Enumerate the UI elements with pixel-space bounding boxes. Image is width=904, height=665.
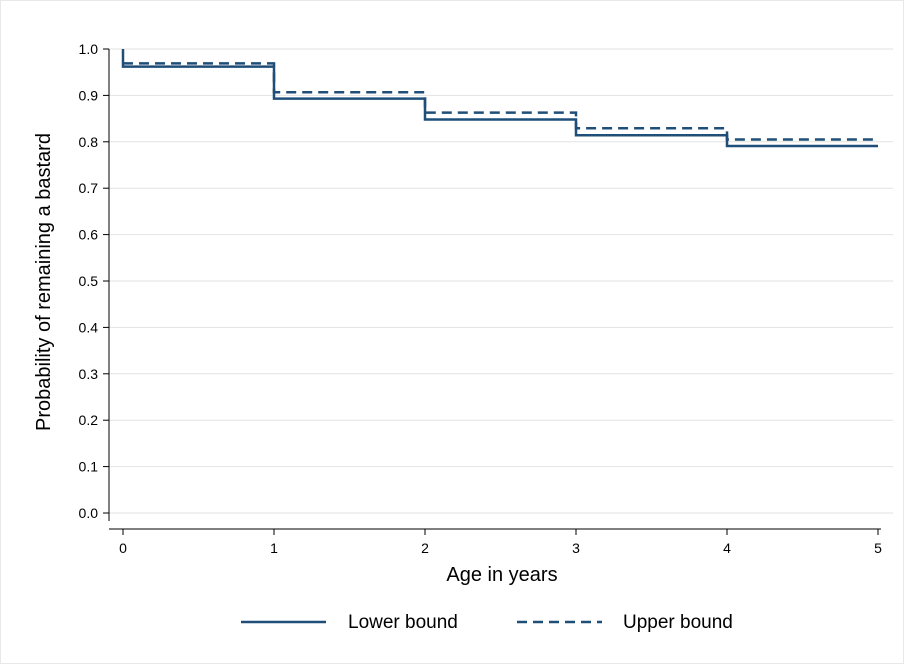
y-tick-label: 0.8 [79,134,99,150]
y-tick-label: 0.3 [79,366,99,382]
x-tick-label: 4 [723,540,731,556]
y-tick-label: 0.7 [79,180,99,196]
y-tick-label: 0.5 [79,273,99,289]
y-tick-label: 0.2 [79,412,99,428]
y-tick-label: 0.4 [79,319,99,335]
x-tick-label: 0 [119,540,127,556]
legend: Lower bound Upper bound [241,612,733,633]
y-tick-label: 0.6 [79,227,99,243]
legend-label-lower-bound: Lower bound [348,612,458,633]
x-ticks: 0 1 2 3 4 5 [119,529,882,556]
y-ticks: 0.0 0.1 0.2 0.3 0.4 0.5 0.6 0.7 0.8 0.9 1.0 [79,41,109,521]
series-upper-bound [123,62,878,141]
x-tick-label: 2 [421,540,429,556]
gridlines [109,48,893,514]
series-lines [121,49,878,148]
y-tick-label: 1.0 [79,41,99,57]
x-tick-label: 5 [874,540,882,556]
y-axis-title: Probability of remaining a bastard [33,133,55,431]
x-tick-label: 3 [572,540,580,556]
x-tick-label: 1 [270,540,278,556]
y-tick-label: 0.1 [79,459,99,475]
x-axis-title: Age in years [446,564,557,586]
y-tick-label: 0.9 [79,87,99,103]
axes [108,49,881,530]
legend-label-upper-bound: Upper bound [623,612,733,633]
y-tick-label: 0.0 [79,505,99,521]
